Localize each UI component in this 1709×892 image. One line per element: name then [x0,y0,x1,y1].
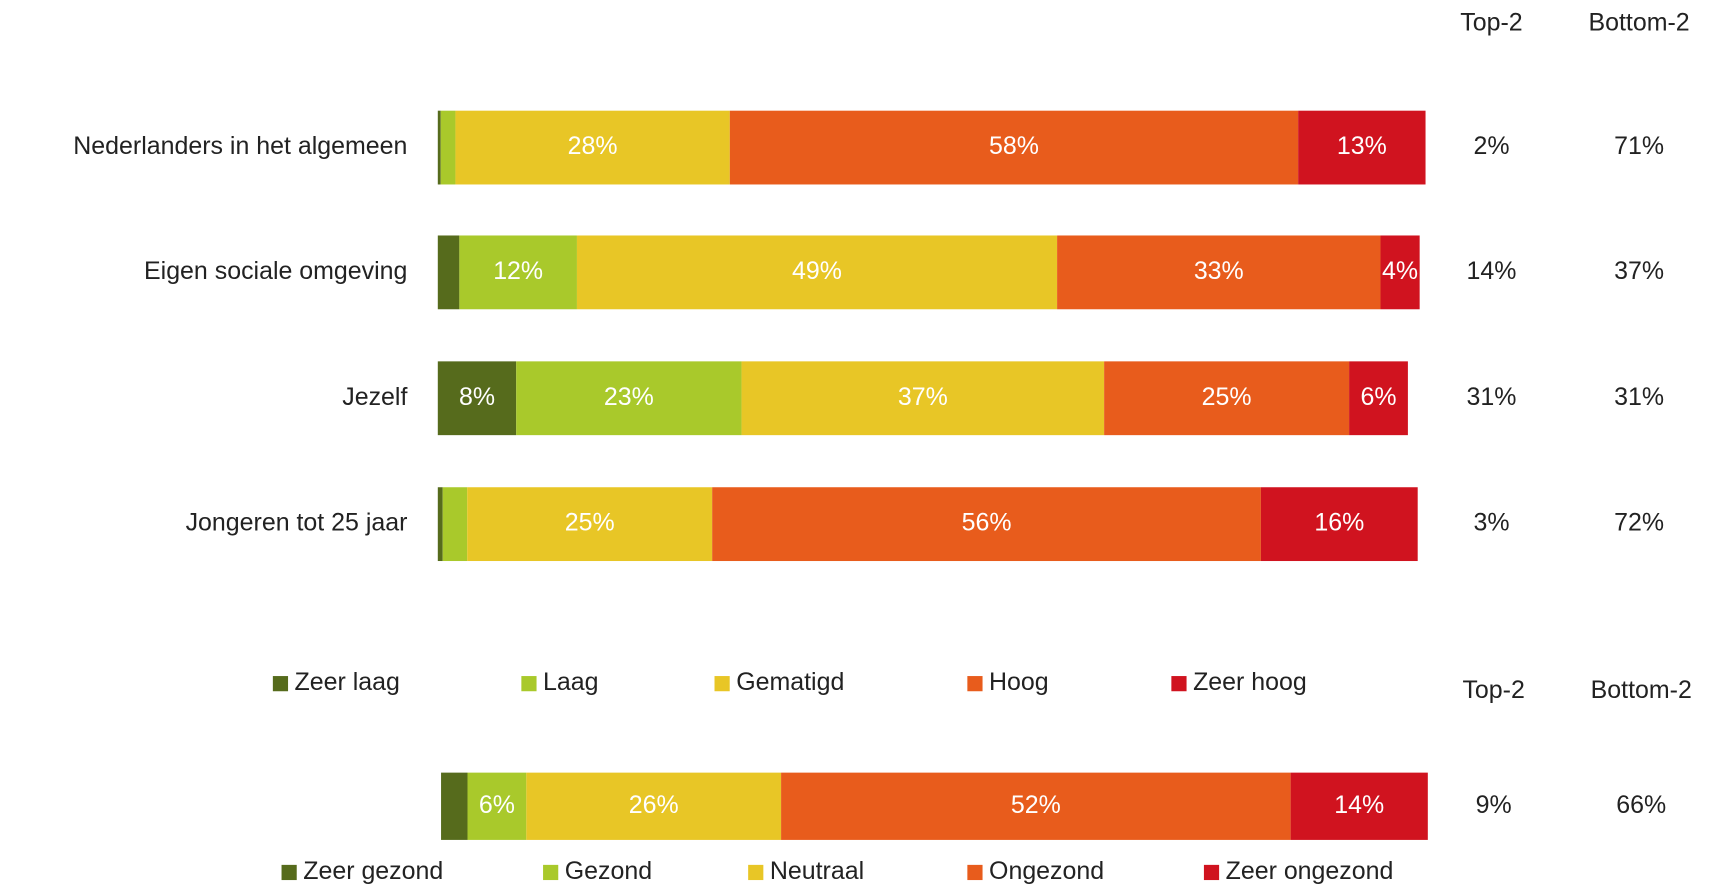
legend-swatch [748,864,764,881]
legend-label: Zeer hoog [1193,668,1307,696]
data-label: 25% [565,509,615,537]
bar-segment [1104,361,1350,436]
data-label: 26% [629,791,679,819]
category-label: Nederlanders in het algemeen [73,132,407,160]
bar-segment [467,772,527,840]
category-label: Eigen sociale omgeving [144,257,407,285]
legend-swatch [967,676,983,692]
data-label: 23% [604,383,654,411]
data-label: 56% [962,509,1012,537]
data-label: 28% [568,132,618,160]
legend-label: Gezond [565,857,652,885]
bar-segment [729,110,1299,185]
summary-value: 72% [1614,509,1664,537]
data-label: 52% [1011,791,1061,819]
data-label: 58% [989,132,1039,160]
summary-value: 14% [1467,257,1517,285]
legend-swatch [1203,864,1220,881]
legend-label: Neutraal [770,857,864,885]
summary-header: Top-2 [1462,676,1524,704]
legend-swatch [714,676,730,692]
data-label: 37% [898,383,948,411]
bar-segment [741,361,1105,436]
summary-value: 31% [1467,383,1517,411]
data-label: 16% [1314,509,1364,537]
bar-segment [1380,235,1420,310]
legend-label: Gematigd [736,668,844,696]
category-label: Jezelf [342,383,407,411]
legend-label: Ongezond [989,857,1104,885]
bar-segment [1057,235,1381,310]
legend-label: Zeer gezond [303,857,443,885]
bar-segment [1260,487,1418,562]
data-label: 33% [1194,257,1244,285]
bar-segment [576,235,1058,310]
data-label: 6% [479,791,515,819]
legend-swatch [543,864,559,881]
legend-swatch [272,676,289,692]
bar-segment [1298,110,1426,185]
bar-segment [459,235,577,310]
summary-value: 66% [1616,791,1666,819]
summary-value: 3% [1473,509,1509,537]
bar-segment [1290,772,1428,840]
summary-value: 71% [1614,132,1664,160]
bar-segment [437,110,441,185]
summary-value: 2% [1473,132,1509,160]
bar-segment [437,361,517,436]
bar-segment [455,110,730,185]
summary-header: Bottom-2 [1591,676,1692,704]
legend-swatch [521,676,537,692]
data-label: 8% [459,383,495,411]
bar-segment [442,487,468,562]
data-label: 14% [1334,791,1384,819]
legend-label: Zeer laag [295,668,400,696]
data-label: 25% [1202,383,1252,411]
data-label: 12% [493,257,543,285]
legend-label: Zeer ongezond [1226,857,1394,885]
data-label: 6% [1360,383,1396,411]
bar-segment [437,235,460,310]
bar-segment [467,487,713,562]
data-label: 13% [1337,132,1387,160]
legend-swatch [281,864,297,881]
data-label: 4% [1382,257,1418,285]
summary-value: 9% [1476,791,1512,819]
data-label: 49% [792,257,842,285]
summary-value: 37% [1614,257,1664,285]
category-label: Jongeren tot 25 jaar [186,509,408,537]
bar-segment [441,772,468,840]
bar-segment [516,361,742,436]
legend-label: Laag [543,668,598,696]
bar-segment [526,772,782,840]
legend-label: Hoog [989,668,1049,696]
bar-segment [781,772,1291,840]
legend-swatch [1171,676,1187,692]
summary-value: 31% [1614,383,1664,411]
bar-segment [437,487,443,562]
bar-segment [1349,361,1408,436]
legend-swatch [967,864,983,881]
summary-header: Top-2 [1460,8,1522,36]
bar-segment [440,110,456,185]
summary-header: Bottom-2 [1588,8,1689,36]
bar-segment [712,487,1261,562]
